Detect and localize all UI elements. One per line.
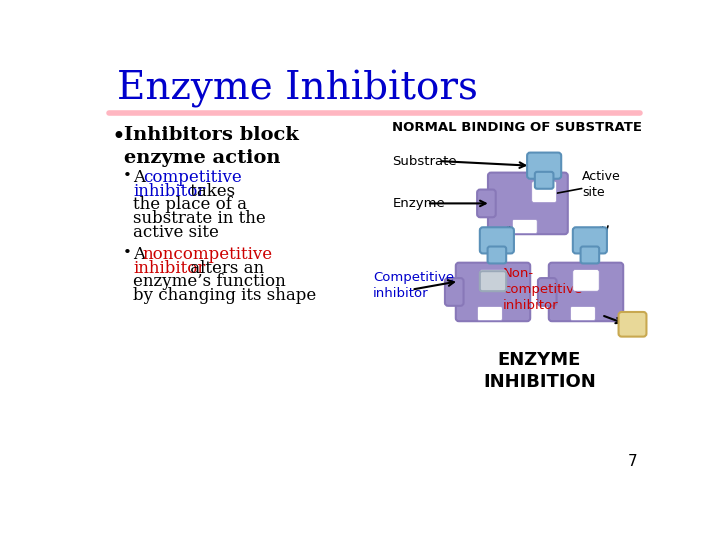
FancyBboxPatch shape [532, 181, 557, 202]
FancyBboxPatch shape [477, 307, 503, 320]
FancyBboxPatch shape [573, 269, 599, 291]
Text: Enzyme Inhibitors: Enzyme Inhibitors [117, 70, 478, 109]
FancyBboxPatch shape [456, 262, 530, 321]
Text: by changing its shape: by changing its shape [133, 287, 317, 305]
Text: Inhibitors block
enzyme action: Inhibitors block enzyme action [124, 126, 299, 166]
Text: the place of a: the place of a [133, 197, 248, 213]
FancyBboxPatch shape [538, 278, 557, 306]
FancyBboxPatch shape [570, 307, 595, 320]
Text: A: A [133, 168, 150, 186]
Text: •: • [122, 246, 132, 260]
FancyBboxPatch shape [618, 312, 647, 336]
FancyBboxPatch shape [535, 172, 554, 189]
Text: A: A [133, 246, 150, 263]
FancyBboxPatch shape [580, 247, 599, 264]
Text: 7: 7 [628, 454, 637, 469]
Text: inhibitor: inhibitor [133, 183, 206, 200]
Text: inhibitor: inhibitor [133, 260, 206, 276]
FancyBboxPatch shape [480, 227, 514, 253]
FancyBboxPatch shape [480, 269, 506, 291]
Text: Substrate: Substrate [392, 154, 457, 167]
Text: Enzyme: Enzyme [392, 197, 445, 210]
FancyBboxPatch shape [445, 278, 464, 306]
Text: substrate in the: substrate in the [133, 211, 266, 227]
FancyBboxPatch shape [549, 262, 624, 321]
FancyBboxPatch shape [527, 153, 561, 179]
FancyBboxPatch shape [488, 173, 568, 234]
FancyBboxPatch shape [480, 271, 506, 291]
Text: Active
site: Active site [582, 170, 621, 199]
Text: active site: active site [133, 224, 220, 241]
FancyBboxPatch shape [477, 190, 495, 217]
Text: •: • [122, 168, 132, 183]
Text: noncompetitive: noncompetitive [143, 246, 273, 263]
Text: Competitive
inhibitor: Competitive inhibitor [373, 271, 454, 300]
FancyBboxPatch shape [573, 227, 607, 253]
Text: alters an: alters an [184, 260, 264, 276]
Text: •: • [112, 126, 125, 148]
FancyBboxPatch shape [513, 220, 537, 233]
Text: competitive: competitive [143, 168, 241, 186]
Text: takes: takes [184, 183, 235, 200]
Text: ENZYME
INHIBITION: ENZYME INHIBITION [483, 351, 596, 392]
Text: Non-
competitive
inhibitor: Non- competitive inhibitor [503, 267, 582, 312]
FancyBboxPatch shape [487, 247, 506, 264]
Text: NORMAL BINDING OF SUBSTRATE: NORMAL BINDING OF SUBSTRATE [392, 121, 642, 134]
Text: enzyme’s function: enzyme’s function [133, 273, 286, 291]
